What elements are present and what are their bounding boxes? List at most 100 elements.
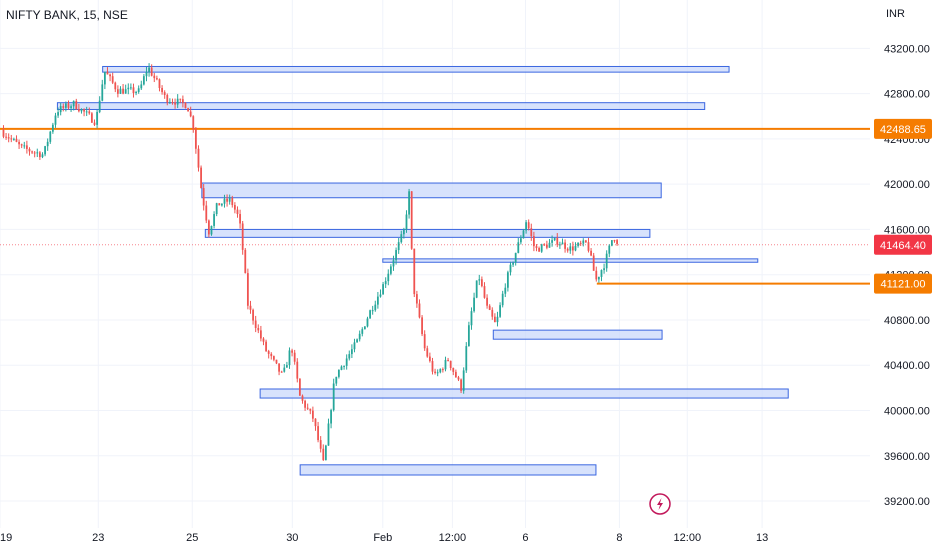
candle-body: [306, 407, 309, 409]
candle-body: [496, 316, 499, 323]
candle-body: [488, 305, 491, 310]
candle-body: [51, 124, 54, 132]
candle-body: [397, 242, 400, 251]
candle-body: [499, 305, 501, 317]
candle-body: [418, 303, 421, 318]
candle-body: [252, 309, 254, 321]
candle-body: [340, 366, 343, 370]
candle-body: [343, 365, 345, 367]
candle-body: [322, 448, 325, 460]
candle-body: [431, 361, 434, 372]
candle-body: [25, 145, 28, 149]
candle-body: [519, 238, 522, 243]
candle-body: [577, 242, 579, 246]
levels-layer: [0, 127, 870, 285]
candle-body: [353, 342, 356, 350]
y-tick-label: 43200.00: [884, 43, 930, 55]
y-tick-label: 42800.00: [884, 89, 930, 101]
candle-body: [327, 423, 330, 446]
candle-body: [200, 167, 202, 189]
candle-body: [478, 279, 481, 281]
candle-body: [114, 82, 117, 90]
candle-body: [538, 248, 540, 252]
x-tick-label: 30: [286, 532, 298, 544]
candle-body: [218, 203, 221, 206]
time-axis[interactable]: 19 23 25 30 Feb 12:00 6 8 12:00 13: [0, 532, 768, 544]
candle-body: [395, 250, 397, 261]
candle-body: [215, 203, 218, 215]
grid-layer: [0, 0, 870, 528]
candle-body: [158, 79, 161, 88]
candle-body: [135, 92, 137, 94]
candle-body: [93, 122, 96, 125]
candle-body: [493, 316, 496, 323]
candle-body: [189, 111, 192, 117]
candle-body: [176, 98, 179, 105]
candle-body: [116, 89, 119, 94]
candle-body: [480, 279, 483, 287]
candle-body: [309, 408, 312, 411]
candle-body: [348, 354, 351, 359]
candle-body: [402, 229, 405, 235]
candle-body: [101, 84, 104, 101]
candle-body: [223, 198, 226, 204]
candle-body: [259, 330, 262, 339]
candle-body: [197, 148, 200, 168]
candle-body: [59, 106, 62, 113]
candle-body: [54, 115, 57, 125]
x-tick-label: Feb: [373, 532, 392, 544]
candle-body: [272, 356, 275, 360]
candle-body: [540, 244, 543, 252]
candle-body: [285, 365, 288, 368]
candle-body: [83, 109, 85, 112]
candle-body: [179, 98, 182, 100]
candle-body: [231, 197, 234, 206]
price-badge-text: 42488.65: [880, 124, 926, 136]
candle-body: [444, 359, 447, 370]
y-tick-label: 42000.00: [884, 179, 930, 191]
candle-body: [330, 410, 332, 424]
candle-body: [592, 255, 595, 271]
candle-body: [171, 101, 174, 103]
candle-body: [525, 222, 527, 231]
candle-body: [356, 339, 358, 343]
candle-body: [509, 264, 512, 273]
candle-body: [345, 358, 348, 366]
candle-body: [2, 129, 5, 137]
candle-body: [335, 376, 338, 384]
candle-body: [163, 92, 166, 95]
candle-body: [314, 418, 317, 427]
symbol-title: NIFTY BANK, 15, NSE: [6, 8, 128, 22]
candle-body: [103, 71, 106, 85]
candle-body: [62, 106, 65, 108]
candle-body: [319, 440, 322, 449]
candle-body: [18, 141, 20, 145]
candle-body: [454, 371, 457, 378]
candle-body: [553, 238, 556, 241]
candle-body: [610, 240, 613, 246]
y-tick-label: 39600.00: [884, 451, 930, 463]
candle-body: [358, 333, 361, 340]
candle-body: [600, 270, 603, 277]
candle-body: [337, 369, 340, 377]
y-tick-label: 39200.00: [884, 496, 930, 508]
x-tick-label: 13: [756, 532, 768, 544]
lightning-icon[interactable]: [649, 493, 671, 515]
candle-body: [23, 145, 26, 147]
candle-body: [501, 293, 504, 306]
candle-body: [447, 359, 449, 361]
candle-body: [244, 249, 247, 274]
candle-body: [595, 270, 598, 280]
candle-body: [64, 103, 67, 108]
candle-body: [132, 87, 135, 94]
candle-body: [311, 410, 314, 419]
zone-rect: [201, 182, 662, 199]
candle-body: [317, 426, 319, 441]
candle-body: [148, 67, 150, 73]
candle-body: [142, 76, 145, 85]
candle-body: [10, 138, 13, 140]
candle-body: [535, 246, 538, 249]
candle-body: [5, 136, 7, 138]
